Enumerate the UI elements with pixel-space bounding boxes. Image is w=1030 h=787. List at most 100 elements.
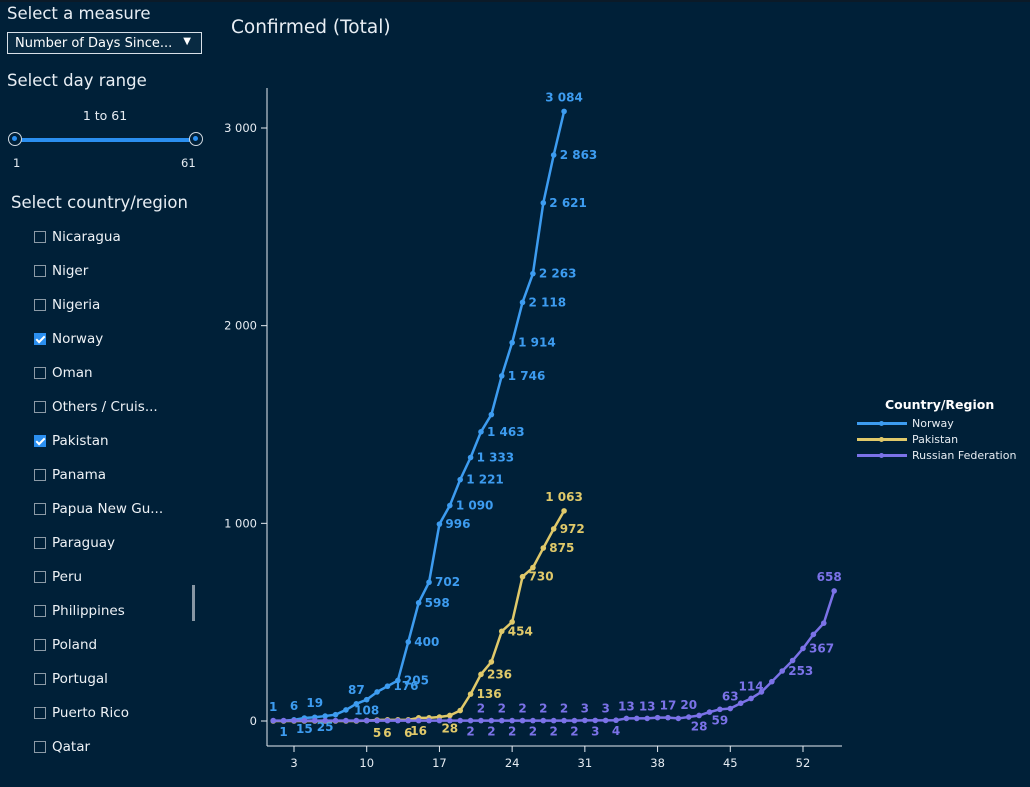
data-label: 20	[680, 698, 697, 712]
checkbox[interactable]	[34, 673, 46, 685]
checkbox[interactable]	[34, 605, 46, 617]
data-label: 136	[477, 687, 502, 701]
range-slider-track[interactable]	[15, 138, 196, 142]
range-slider-max-handle[interactable]	[189, 132, 203, 146]
data-point	[509, 339, 515, 346]
country-label: Poland	[52, 637, 98, 653]
legend-item[interactable]: Russian Federation	[857, 449, 1016, 462]
data-point	[717, 706, 723, 713]
data-point	[322, 713, 328, 719]
data-point	[550, 717, 557, 724]
data-point	[291, 717, 297, 724]
checkbox[interactable]	[34, 401, 46, 413]
data-point	[426, 717, 432, 724]
country-item[interactable]: Qatar	[34, 737, 90, 757]
legend-item[interactable]: Pakistan	[857, 433, 958, 446]
checkbox[interactable]	[34, 707, 46, 719]
data-point	[467, 454, 474, 461]
checkbox[interactable]	[34, 537, 46, 549]
legend-item[interactable]: Norway	[857, 417, 954, 430]
country-item[interactable]: Paraguay	[34, 533, 115, 553]
data-label: 6	[290, 699, 298, 713]
data-point	[675, 715, 682, 722]
checkbox[interactable]	[34, 231, 46, 243]
data-point	[332, 717, 339, 724]
data-point	[374, 717, 380, 724]
measure-dropdown[interactable]: Number of Days Since... ▼	[7, 32, 202, 54]
checkbox[interactable]	[34, 571, 46, 583]
data-label: 253	[788, 664, 813, 678]
data-point	[800, 645, 806, 652]
country-item[interactable]: Others / Cruis...	[34, 397, 158, 417]
checkbox[interactable]	[34, 299, 46, 311]
data-label: 1	[269, 700, 277, 714]
x-tick-label: 45	[723, 756, 738, 770]
checkbox-checked[interactable]	[34, 435, 46, 447]
country-label: Nicaragua	[52, 229, 121, 245]
data-label: 236	[487, 667, 512, 681]
country-item[interactable]: Nicaragua	[34, 227, 121, 247]
country-item[interactable]: Niger	[34, 261, 88, 281]
data-label: 2 621	[549, 196, 587, 210]
sidebar: Select a measure Number of Days Since...…	[0, 0, 215, 787]
country-item[interactable]: Philippines	[34, 601, 125, 621]
data-point	[478, 717, 484, 724]
data-point	[405, 639, 412, 645]
legend-label: Pakistan	[912, 433, 959, 446]
country-item[interactable]: Norway	[34, 329, 103, 349]
country-label: Peru	[52, 569, 83, 585]
country-heading: Select country/region	[11, 193, 188, 212]
data-point	[530, 717, 536, 724]
country-item[interactable]: Panama	[34, 465, 106, 485]
data-label: 1	[279, 725, 287, 739]
data-point	[395, 717, 401, 724]
checkbox[interactable]	[34, 503, 46, 515]
data-label: 2	[498, 702, 506, 716]
data-point	[488, 717, 495, 724]
legend-label: Russian Federation	[912, 449, 1017, 462]
data-point	[509, 717, 515, 724]
country-list-scrollbar[interactable]	[192, 585, 195, 621]
country-label: Others / Cruis...	[52, 399, 158, 415]
top-border	[0, 0, 1030, 2]
country-item[interactable]: Oman	[34, 363, 93, 383]
data-label: 2	[466, 725, 474, 739]
country-item[interactable]: Nigeria	[34, 295, 100, 315]
checkbox[interactable]	[34, 639, 46, 651]
checkbox[interactable]	[34, 367, 46, 379]
checkbox[interactable]	[34, 265, 46, 277]
country-item[interactable]: Puerto Rico	[34, 703, 129, 723]
country-label: Niger	[52, 263, 89, 279]
country-item[interactable]: Pakistan	[34, 431, 109, 451]
series-line-pakistan	[273, 510, 566, 723]
country-label: Panama	[52, 467, 107, 483]
range-slider-min-handle[interactable]	[8, 132, 22, 146]
data-point	[550, 526, 557, 532]
x-tick-label: 3	[290, 756, 297, 770]
data-label: 114	[739, 679, 764, 693]
data-point	[789, 657, 796, 664]
data-point	[467, 691, 474, 697]
checkbox[interactable]	[34, 469, 46, 481]
data-point	[602, 717, 609, 724]
data-point	[540, 717, 547, 724]
data-label: 2	[539, 702, 547, 716]
y-tick-label: 0	[250, 714, 257, 728]
country-item[interactable]: Papua New Gu...	[34, 499, 163, 519]
checkbox[interactable]	[34, 741, 46, 753]
data-point	[363, 696, 370, 703]
data-point	[311, 717, 318, 724]
data-label: 658	[817, 570, 842, 584]
country-item[interactable]: Poland	[34, 635, 97, 655]
country-label: Nigeria	[52, 297, 101, 313]
data-point	[727, 705, 734, 712]
data-point	[405, 717, 412, 724]
data-label: 2 118	[529, 295, 567, 309]
country-label: Norway	[52, 331, 104, 347]
data-point	[561, 108, 567, 115]
country-item[interactable]: Peru	[34, 567, 82, 587]
data-label: 598	[425, 596, 450, 610]
country-item[interactable]: Portugal	[34, 669, 108, 689]
checkbox-checked[interactable]	[34, 333, 46, 345]
